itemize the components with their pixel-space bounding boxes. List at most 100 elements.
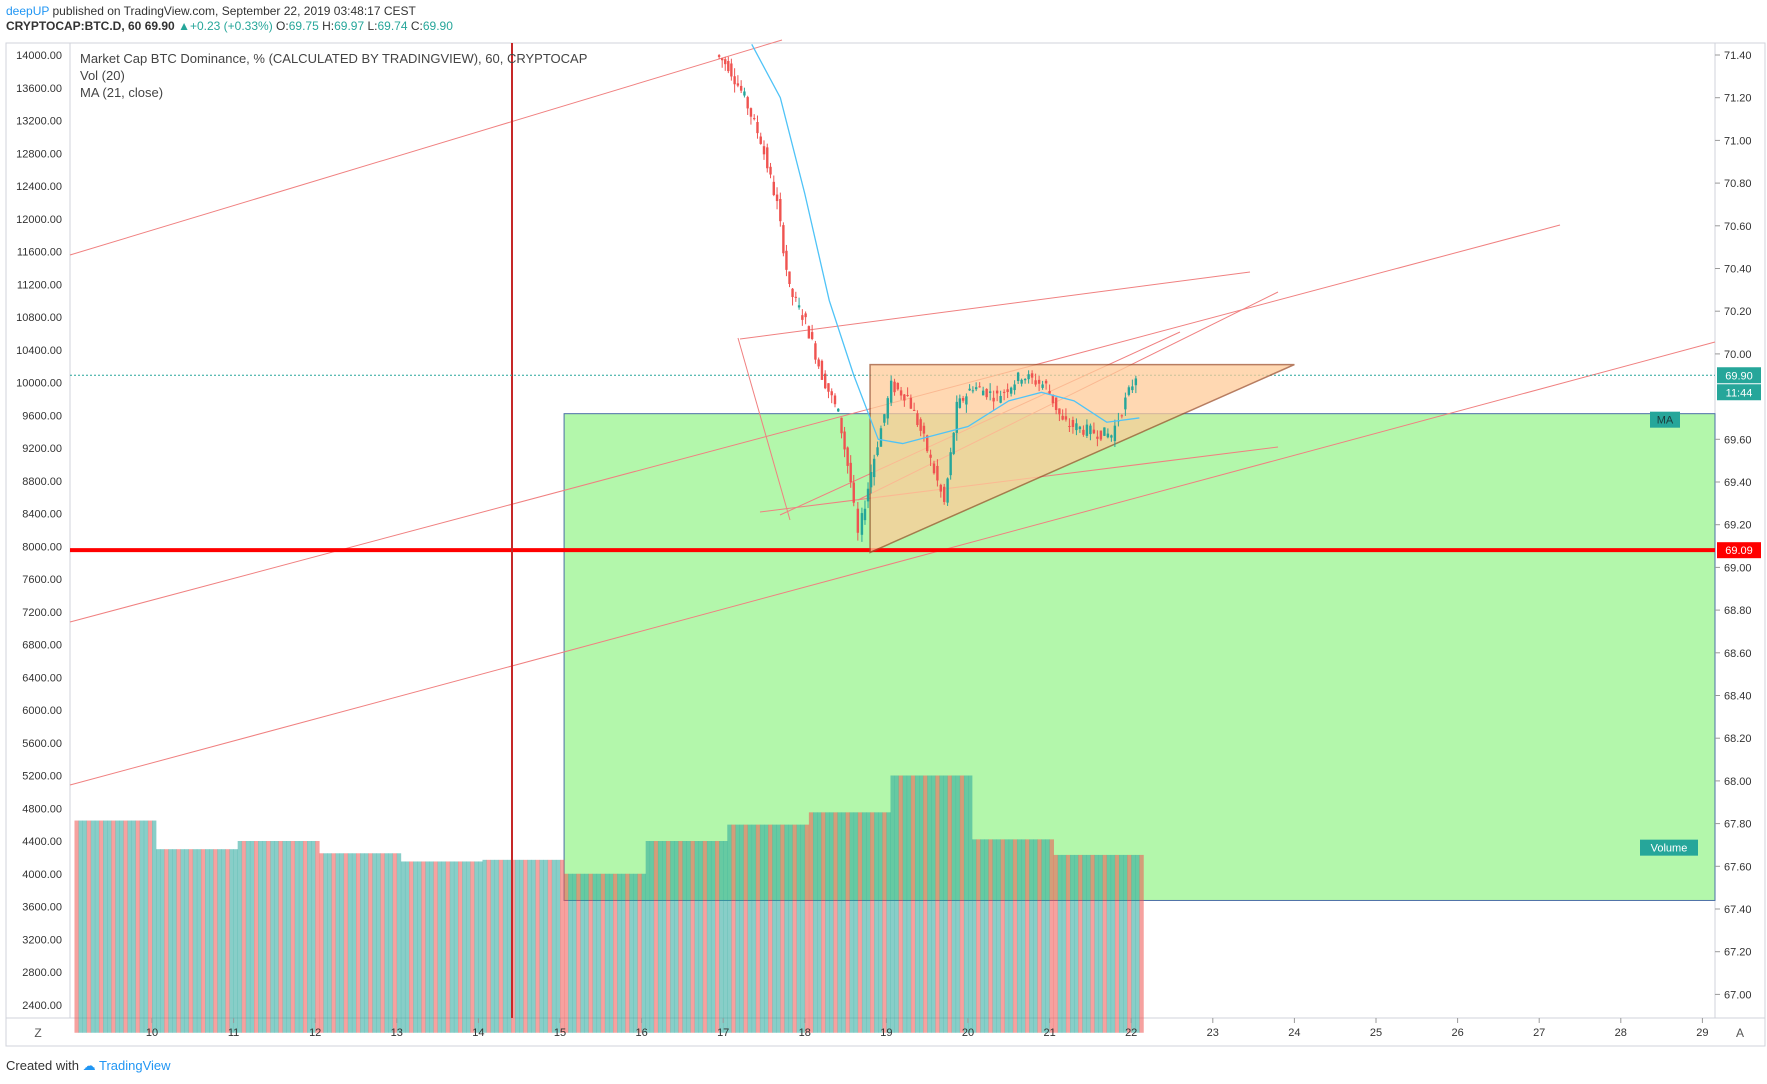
- right-axis-tick: 68.60: [1724, 648, 1752, 660]
- candle-body: [775, 194, 779, 202]
- left-axis-tick: 13600.00: [16, 83, 62, 95]
- time-axis-tick: 21: [1043, 1027, 1055, 1039]
- volume-bar: [706, 841, 712, 1033]
- candle-body: [974, 387, 978, 390]
- left-axis-tick: 12400.00: [16, 181, 62, 193]
- candle-body: [756, 122, 759, 134]
- volume-block: [890, 775, 973, 1033]
- candle-body: [926, 435, 929, 452]
- volume-bar: [776, 824, 781, 1033]
- candle-body: [961, 398, 965, 401]
- legend-ma[interactable]: MA (21, close): [80, 85, 164, 100]
- support-badge[interactable]: 69.09: [1717, 542, 1761, 559]
- volume-bar: [327, 853, 332, 1033]
- candle-body: [903, 394, 906, 401]
- candle-body: [736, 83, 740, 86]
- volume-bar: [388, 853, 394, 1033]
- volume-bar: [404, 861, 410, 1033]
- ascending-triangle[interactable]: [869, 363, 1295, 554]
- volume-bar: [368, 853, 373, 1033]
- trend-line[interactable]: [737, 337, 791, 521]
- volume-bar: [237, 841, 243, 1033]
- volume-block: [400, 861, 483, 1033]
- candle-body: [849, 462, 852, 483]
- countdown-badge[interactable]: 11:44: [1717, 384, 1761, 401]
- candle-body: [840, 417, 843, 434]
- volume-block: [237, 841, 320, 1033]
- volume-bar: [992, 839, 997, 1033]
- volume-bar: [490, 859, 496, 1033]
- volume-bar: [890, 775, 895, 1033]
- candle-body: [936, 465, 939, 481]
- volume-bar: [164, 849, 169, 1033]
- candle-body: [837, 408, 840, 412]
- trend-line[interactable]: [69, 341, 1716, 786]
- volume-block: [319, 853, 402, 1033]
- volume-bar: [657, 841, 663, 1033]
- volume-bar: [413, 861, 418, 1033]
- volume-bar: [1114, 854, 1120, 1033]
- volume-bar: [572, 873, 577, 1033]
- time-axis-tick: 25: [1370, 1027, 1382, 1039]
- tradingview-brand[interactable]: TradingView: [99, 1058, 171, 1073]
- volume-bar: [568, 873, 573, 1033]
- volume-bar: [613, 873, 618, 1033]
- volume-bar: [372, 853, 377, 1033]
- volume-bar: [1123, 854, 1128, 1033]
- volume-bar: [209, 849, 214, 1033]
- trend-line[interactable]: [69, 39, 783, 256]
- price-badge[interactable]: 69.90: [1717, 367, 1761, 384]
- volume-badge[interactable]: Volume: [1640, 839, 1698, 856]
- candle-body: [1068, 425, 1071, 427]
- trend-line[interactable]: [739, 271, 1251, 340]
- candle-body: [922, 425, 926, 434]
- volume-bar: [225, 849, 230, 1033]
- volume-bar: [115, 820, 120, 1033]
- ma-line[interactable]: [751, 44, 1140, 445]
- candle-body: [896, 383, 900, 390]
- left-axis-tick: 5600.00: [22, 738, 62, 750]
- volume-bar: [217, 849, 222, 1033]
- author-link[interactable]: deepUP: [6, 4, 50, 18]
- volume-bar: [266, 841, 271, 1033]
- candle-body: [833, 395, 837, 405]
- volume-bar: [682, 841, 687, 1033]
- volume-bar: [531, 859, 536, 1033]
- volume-bar: [1016, 839, 1022, 1033]
- volume-bar: [478, 861, 483, 1033]
- legend-volume[interactable]: Vol (20): [80, 68, 125, 83]
- volume-bar: [152, 820, 157, 1033]
- time-axis-tick: 14: [472, 1027, 484, 1039]
- right-axis-tick: 71.00: [1724, 135, 1752, 147]
- trend-line[interactable]: [69, 224, 1561, 623]
- left-axis-tick: 8400.00: [22, 509, 62, 521]
- candle-body: [1120, 415, 1124, 417]
- volume-bar: [453, 861, 459, 1033]
- candle-body: [971, 390, 975, 392]
- corner-left-button[interactable]: Z: [34, 1026, 41, 1040]
- volume-bar: [560, 859, 565, 1033]
- corner-right-button[interactable]: A: [1736, 1026, 1744, 1040]
- candle-body: [965, 396, 968, 405]
- candle-body: [932, 463, 936, 474]
- left-axis-tick: 10800.00: [16, 312, 62, 324]
- volume-bar: [808, 812, 814, 1033]
- volume-bar: [935, 775, 940, 1033]
- candle-body: [1048, 391, 1051, 394]
- candle-body: [1020, 379, 1023, 384]
- volume-bar: [1098, 854, 1103, 1033]
- volume-bar: [1037, 839, 1042, 1033]
- volume-bar: [980, 839, 985, 1033]
- volume-bar: [963, 775, 969, 1033]
- candle-body: [843, 431, 846, 450]
- volume-bar: [804, 824, 810, 1033]
- volume-bar: [319, 853, 324, 1033]
- volume-bar: [233, 849, 238, 1033]
- ma-badge[interactable]: MA: [1650, 411, 1680, 428]
- volume-bar: [1094, 854, 1099, 1033]
- left-axis-tick: 12000.00: [16, 214, 62, 226]
- volume-bar: [315, 841, 320, 1033]
- open-value: 69.75: [288, 19, 319, 33]
- candle-body: [1051, 394, 1055, 404]
